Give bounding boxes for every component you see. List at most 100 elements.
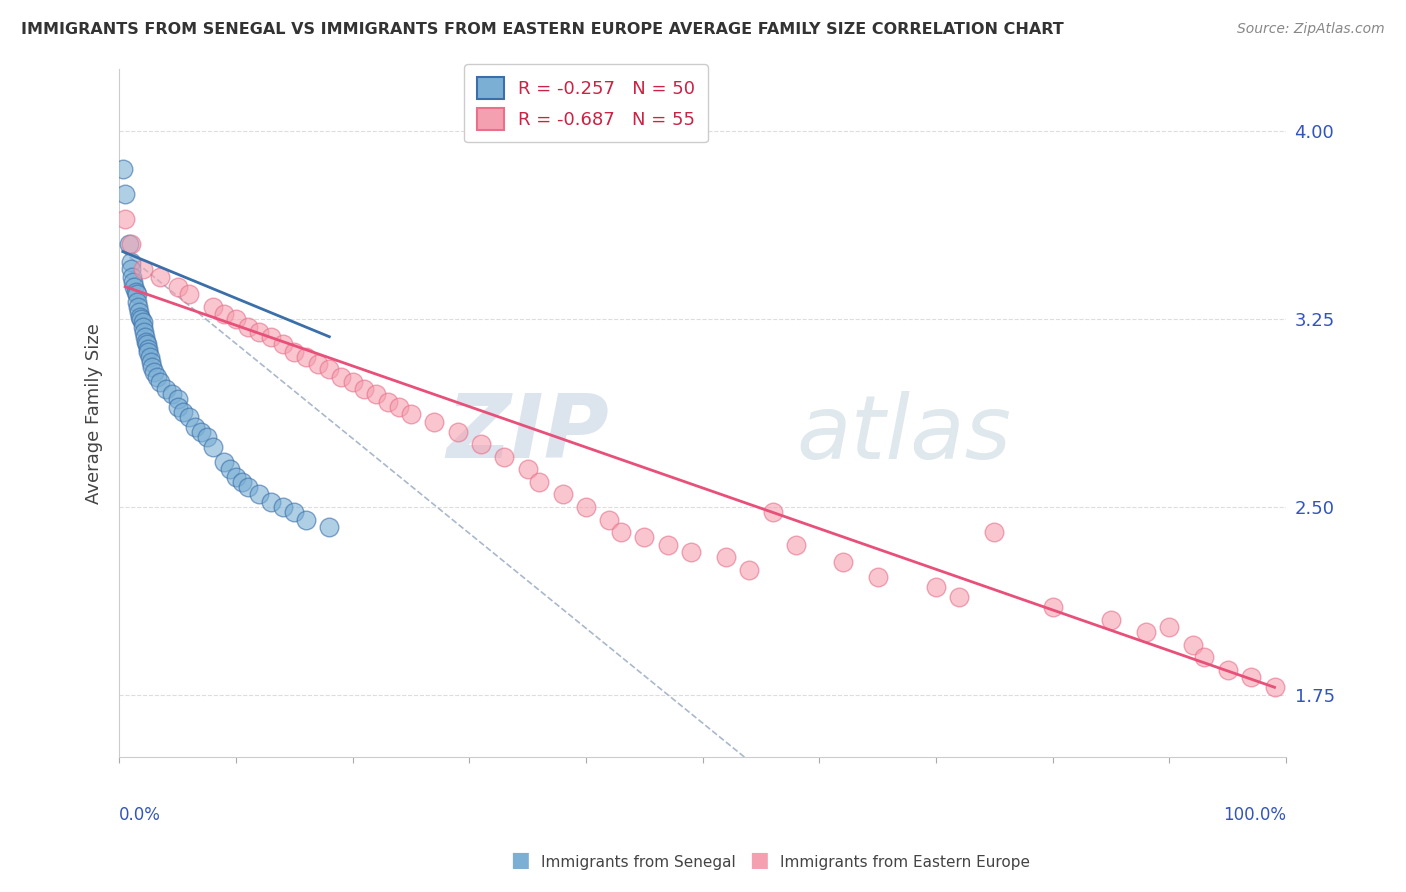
Point [271, 500, 294, 514]
Point [447, 425, 470, 439]
Point [214, 307, 236, 321]
Point [575, 500, 598, 514]
Point [155, 382, 177, 396]
Point [1159, 620, 1181, 634]
Point [785, 537, 807, 551]
Point [283, 344, 305, 359]
Point [120, 237, 142, 252]
Point [141, 359, 163, 374]
Text: 100.0%: 100.0% [1223, 805, 1286, 823]
Point [149, 375, 172, 389]
Point [1240, 670, 1263, 684]
Point [260, 329, 283, 343]
Point [138, 343, 160, 357]
Point [633, 530, 655, 544]
Point [143, 365, 166, 379]
Point [166, 279, 188, 293]
Point [136, 337, 159, 351]
Point [135, 334, 157, 349]
Text: Immigrants from Senegal: Immigrants from Senegal [541, 855, 737, 870]
Point [283, 505, 305, 519]
Point [1263, 680, 1285, 694]
Point [127, 300, 149, 314]
Point [149, 269, 172, 284]
Point [364, 387, 387, 401]
Legend: R = -0.257   N = 50, R = -0.687   N = 55: R = -0.257 N = 50, R = -0.687 N = 55 [464, 64, 709, 143]
Point [166, 400, 188, 414]
Point [529, 475, 551, 489]
Point [172, 405, 194, 419]
Point [120, 254, 142, 268]
Text: 0.0%: 0.0% [120, 805, 162, 823]
Point [125, 287, 148, 301]
Point [388, 400, 411, 414]
Point [342, 375, 364, 389]
Point [145, 369, 167, 384]
Point [219, 462, 242, 476]
Point [470, 437, 492, 451]
Point [762, 505, 785, 519]
Point [128, 304, 150, 318]
Point [114, 186, 136, 201]
Point [138, 344, 160, 359]
Point [225, 312, 247, 326]
Point [1135, 625, 1157, 640]
Point [657, 537, 679, 551]
Point [1099, 613, 1122, 627]
Point [190, 425, 212, 439]
Point [247, 487, 270, 501]
Point [231, 475, 253, 489]
Point [111, 161, 134, 176]
Point [1042, 600, 1064, 615]
Text: IMMIGRANTS FROM SENEGAL VS IMMIGRANTS FROM EASTERN EUROPE AVERAGE FAMILY SIZE CO: IMMIGRANTS FROM SENEGAL VS IMMIGRANTS FR… [21, 22, 1064, 37]
Point [195, 430, 218, 444]
Point [120, 262, 142, 277]
Point [225, 470, 247, 484]
Point [1194, 650, 1216, 665]
Point [925, 580, 948, 594]
Point [125, 294, 148, 309]
Text: atlas: atlas [796, 391, 1011, 476]
Text: ■: ■ [749, 850, 769, 870]
Point [201, 300, 224, 314]
Point [122, 275, 145, 289]
Point [131, 315, 153, 329]
Point [179, 287, 201, 301]
Point [271, 337, 294, 351]
Point [681, 545, 703, 559]
Point [516, 462, 538, 476]
Point [551, 487, 574, 501]
Point [866, 570, 889, 584]
Point [318, 362, 340, 376]
Point [318, 520, 340, 534]
Point [132, 325, 155, 339]
Point [131, 312, 153, 326]
Point [399, 408, 422, 422]
Point [131, 262, 153, 277]
Point [494, 450, 516, 464]
Point [610, 524, 633, 539]
Point [423, 415, 446, 429]
Point [377, 394, 399, 409]
Point [714, 550, 737, 565]
Point [831, 555, 853, 569]
Point [236, 319, 259, 334]
Point [124, 285, 146, 299]
Point [201, 440, 224, 454]
Point [138, 350, 160, 364]
Point [236, 480, 259, 494]
Point [131, 319, 153, 334]
Point [184, 420, 207, 434]
Point [948, 590, 970, 604]
Text: Immigrants from Eastern Europe: Immigrants from Eastern Europe [780, 855, 1031, 870]
Point [179, 409, 201, 424]
Y-axis label: Average Family Size: Average Family Size [86, 323, 103, 503]
Point [114, 212, 136, 227]
Point [134, 329, 156, 343]
Text: ZIP: ZIP [447, 390, 609, 477]
Point [983, 524, 1005, 539]
Point [260, 495, 283, 509]
Point [598, 512, 620, 526]
Point [1181, 638, 1204, 652]
Point [166, 392, 188, 407]
